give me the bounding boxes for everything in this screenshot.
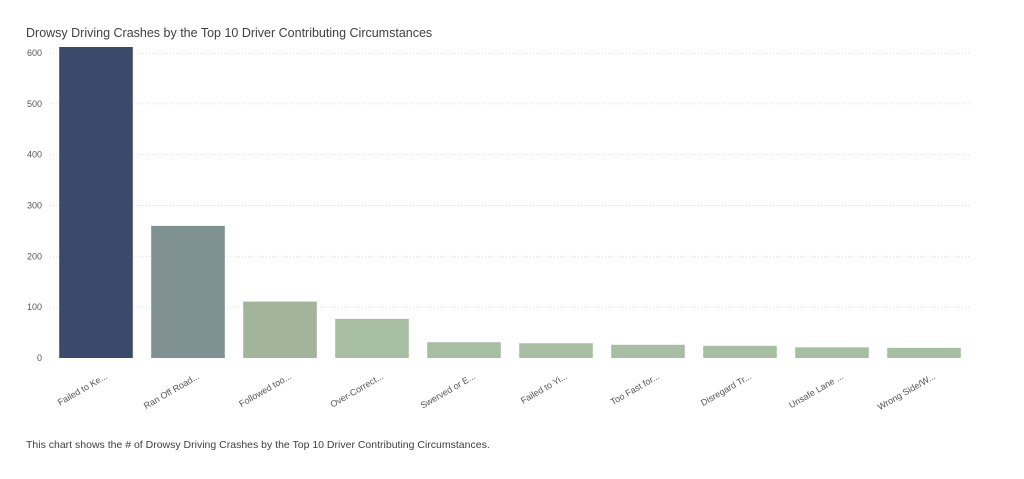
- x-tick-label: Swerved or E...: [419, 371, 477, 410]
- chart-caption: This chart shows the # of Drowsy Driving…: [26, 439, 490, 451]
- bar[interactable]: [611, 344, 685, 358]
- x-tick-label: Failed to Ke...: [56, 371, 109, 407]
- chart-title: Drowsy Driving Crashes by the Top 10 Dri…: [26, 26, 433, 40]
- x-tick-label: Over-Correct...: [328, 371, 385, 409]
- x-axis: Failed to Ke... Ran Off Road... Followed t…: [56, 371, 937, 412]
- bar[interactable]: [59, 47, 133, 358]
- y-tick-label: 400: [27, 150, 42, 160]
- y-axis: 0 100 200 300 400 500 600: [27, 48, 42, 363]
- x-tick-label: Disregard Tr...: [699, 371, 753, 408]
- x-tick-label: Failed to Yi...: [519, 371, 569, 406]
- x-tick-label: Unsafe Lane ...: [787, 371, 845, 410]
- y-tick-label: 300: [27, 201, 42, 211]
- y-tick-label: 100: [27, 302, 42, 312]
- y-tick-label: 200: [27, 251, 42, 261]
- x-tick-label: Too Fast for...: [609, 371, 661, 407]
- y-tick-label: 0: [37, 353, 42, 363]
- bar[interactable]: [427, 342, 501, 358]
- bar[interactable]: [335, 318, 409, 358]
- x-tick-label: Wrong Side/W...: [876, 371, 937, 412]
- bars: [59, 47, 961, 358]
- bar[interactable]: [151, 225, 225, 358]
- bar[interactable]: [243, 301, 317, 358]
- x-tick-label: Followed too...: [237, 371, 293, 409]
- bar[interactable]: [887, 347, 961, 358]
- bar[interactable]: [703, 345, 777, 358]
- bar[interactable]: [795, 347, 869, 358]
- y-tick-label: 600: [27, 48, 42, 58]
- x-tick-label: Ran Off Road...: [142, 371, 201, 411]
- bar[interactable]: [519, 343, 593, 358]
- y-tick-label: 500: [27, 99, 42, 109]
